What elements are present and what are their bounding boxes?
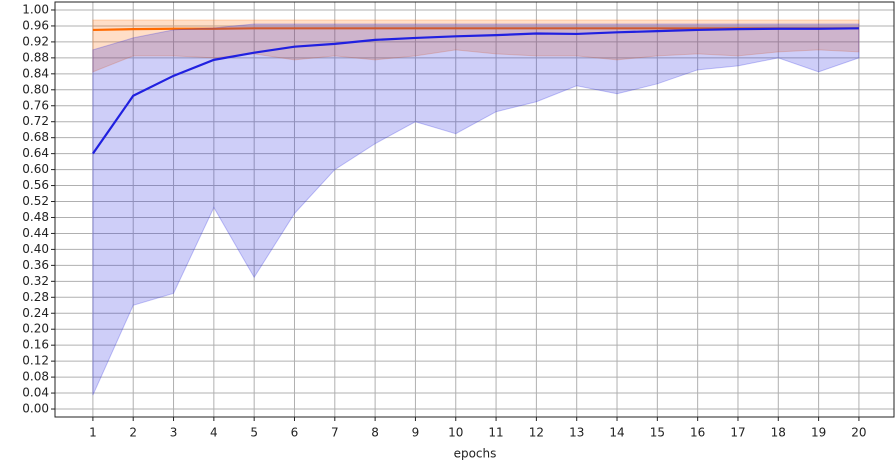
x-tick-label: 6: [291, 426, 299, 440]
y-tick-label: 1.00: [22, 2, 49, 16]
y-tick-label: 0.44: [22, 226, 49, 240]
y-tick-label: 0.52: [22, 194, 49, 208]
x-tick-label: 11: [488, 426, 503, 440]
x-tick-label: 15: [650, 426, 665, 440]
y-tick-label: 0.24: [22, 306, 49, 320]
x-tick-label: 18: [771, 426, 786, 440]
y-tick-label: 0.92: [22, 34, 49, 48]
mean-line: [91, 27, 859, 155]
x-tick-label: 12: [529, 426, 544, 440]
y-tick-label: 0.28: [22, 290, 49, 304]
x-tick-label: 4: [210, 426, 218, 440]
x-axis-label: epochs: [454, 447, 497, 461]
y-tick-label: 0.04: [22, 386, 49, 400]
y-tick-label: 0.96: [22, 18, 49, 32]
y-tick-label: 0.68: [22, 130, 49, 144]
y-tick-label: 0.88: [22, 50, 49, 64]
x-tick-label: 14: [609, 426, 624, 440]
x-tick-label: 3: [170, 426, 178, 440]
y-tick-label: 0.64: [22, 146, 49, 160]
confidence-band: [92, 19, 860, 73]
y-tick-label: 0.32: [22, 274, 49, 288]
x-tick-label: 9: [412, 426, 420, 440]
x-tick-label: 13: [569, 426, 584, 440]
y-tick-label: 0.12: [22, 354, 49, 368]
confidence-band: [92, 23, 860, 396]
y-tick-label: 0.36: [22, 258, 49, 272]
y-tick-label: 0.84: [22, 66, 49, 80]
x-tick-label: 7: [331, 426, 339, 440]
x-tick-label: 2: [129, 426, 137, 440]
y-tick-label: 0.72: [22, 114, 49, 128]
x-tick-label: 8: [371, 426, 379, 440]
y-tick-label: 0.56: [22, 178, 49, 192]
x-tick-label: 20: [851, 426, 866, 440]
x-tick-label: 10: [448, 426, 463, 440]
y-tick-label: 0.60: [22, 162, 49, 176]
y-tick-label: 0.20: [22, 322, 49, 336]
x-tick-label: 17: [730, 426, 745, 440]
plot-frame: [54, 1, 895, 418]
y-tick-label: 0.16: [22, 338, 49, 352]
y-tick-label: 0.76: [22, 98, 49, 112]
x-tick-label: 16: [690, 426, 705, 440]
y-tick-label: 0.08: [22, 370, 49, 384]
x-tick-label: 5: [250, 426, 258, 440]
x-tick-label: 19: [811, 426, 826, 440]
y-tick-label: 0.00: [22, 402, 49, 416]
y-tick-label: 0.80: [22, 82, 49, 96]
y-tick-label: 0.48: [22, 210, 49, 224]
y-tick-label: 0.40: [22, 242, 49, 256]
x-tick-label: 1: [89, 426, 97, 440]
